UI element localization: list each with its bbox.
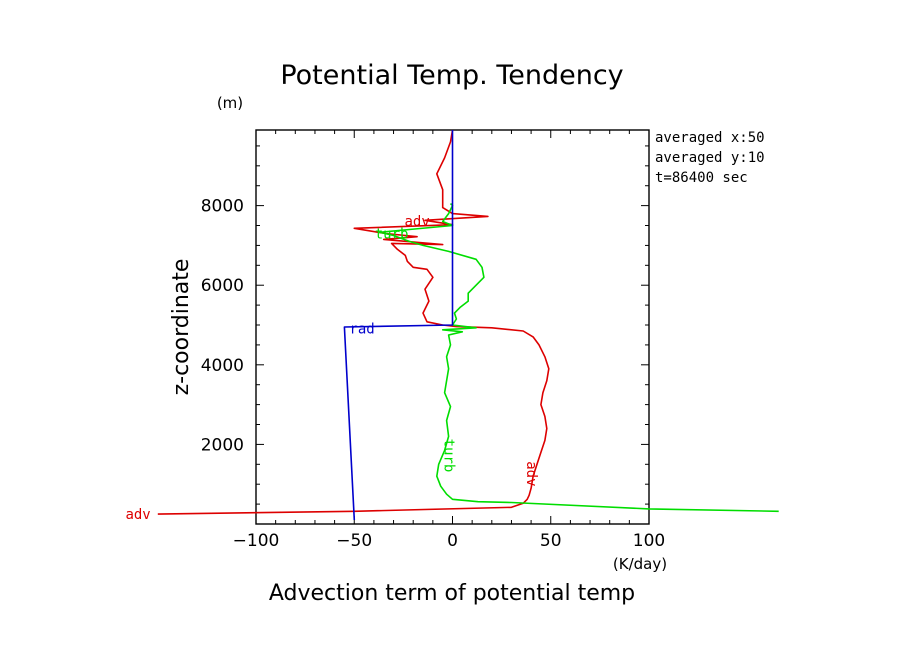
series-line-adv — [157, 129, 550, 515]
x-tick-label: −50 — [336, 531, 372, 551]
x-unit-label: (K/day) — [613, 555, 667, 573]
y-axis-title: z-coordinate — [169, 259, 194, 396]
series-label-turb: turb — [375, 227, 409, 243]
y-tick-label: 6000 — [201, 276, 244, 296]
x-tick-label: 0 — [447, 531, 458, 551]
y-tick-label: 4000 — [201, 356, 244, 376]
x-tick-label: 100 — [633, 531, 665, 551]
plot-area: −100 −50 0 50 1002000400060008000advadvadvtu… — [125, 129, 779, 551]
y-unit-label: (m) — [217, 94, 243, 112]
series-line-turb — [378, 203, 779, 513]
series-label-rad: rad — [349, 321, 374, 337]
series-label-turb: turb — [441, 439, 457, 473]
annotation-line-1: averaged x:50 — [655, 130, 765, 146]
x-tick-label: 50 — [540, 531, 562, 551]
chart-title: Potential Temp. Tendency — [280, 60, 623, 91]
x-tick-label: −100 — [233, 531, 280, 551]
annotation-line-3: t=86400 sec — [655, 170, 748, 186]
series-line-rad — [343, 130, 454, 521]
x-axis-title: Advection term of potential temp — [269, 581, 635, 606]
series-label-adv: adv — [523, 461, 539, 486]
series-label-adv: adv — [404, 214, 429, 230]
annotation-line-2: averaged y:10 — [655, 150, 765, 166]
y-tick-label: 2000 — [201, 435, 244, 455]
series-label-adv: adv — [125, 507, 150, 523]
y-tick-label: 8000 — [201, 197, 244, 217]
